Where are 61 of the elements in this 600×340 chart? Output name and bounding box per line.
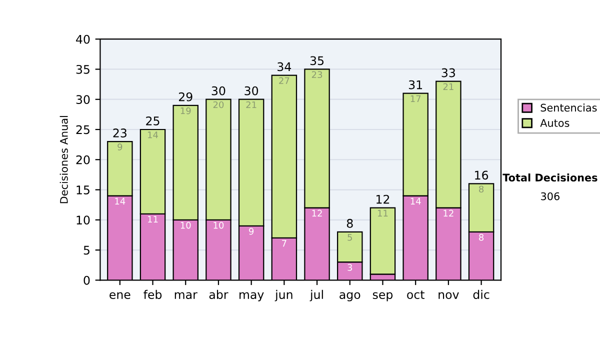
total-label: 34: [278, 62, 292, 72]
data-label: 9: [249, 228, 254, 235]
total-label: 30: [244, 86, 258, 96]
total-label: 33: [442, 68, 455, 78]
data-label: 8: [479, 186, 484, 193]
x-tick-label: ago: [340, 292, 360, 302]
total-label: 30: [212, 86, 226, 96]
x-tick-label: jun: [274, 290, 292, 302]
data-label: 9: [118, 144, 122, 150]
data-label: 10: [180, 222, 191, 229]
data-label: 14: [410, 198, 421, 204]
y-tick-label: 35: [76, 64, 90, 74]
data-label: 14: [148, 132, 158, 138]
total-label: 29: [178, 92, 192, 102]
data-label: 10: [214, 222, 224, 229]
x-tick-label: dic: [473, 290, 490, 300]
data-label: 7: [282, 240, 286, 247]
text: Total Decisiones: [502, 173, 598, 182]
data-label: 3: [348, 264, 352, 271]
y-tick-label: 20: [76, 155, 90, 164]
total-label: 16: [475, 170, 488, 180]
data-label: 21: [246, 101, 256, 108]
data-label: 5: [348, 234, 352, 241]
total-label: 8: [346, 218, 353, 228]
y-tick-label: 25: [76, 125, 90, 134]
y-tick-label: 10: [76, 216, 90, 225]
x-tick-label: may: [240, 292, 264, 302]
total-label: 31: [408, 80, 422, 90]
total-label: 23: [113, 128, 126, 138]
data-label: 27: [279, 77, 290, 84]
data-label: 8: [479, 234, 484, 241]
data-label: 12: [312, 210, 322, 217]
data-label: 19: [180, 107, 191, 114]
y-tick-label: 0: [84, 276, 90, 285]
data-label: 17: [410, 95, 421, 102]
x-tick-label: feb: [144, 290, 162, 300]
data-label: 23: [312, 71, 322, 78]
data-label: 11: [378, 210, 388, 217]
data-label: 20: [213, 101, 224, 108]
data-label: 14: [115, 198, 126, 204]
x-tick-label: ene: [110, 292, 130, 300]
total-label: 12: [376, 194, 390, 204]
y-axis-title: Decisiones Anual: [60, 116, 68, 204]
total-label: 25: [146, 116, 160, 126]
legend-label: Autos: [540, 119, 570, 127]
x-tick-label: sep: [372, 292, 393, 302]
x-tick-label: nov: [438, 292, 459, 300]
data-label: 12: [444, 210, 454, 217]
text: 306: [541, 192, 560, 200]
y-tick-label: 40: [76, 34, 90, 44]
y-tick-label: 5: [84, 246, 90, 255]
total-label: 35: [310, 56, 324, 66]
y-tick-label: 15: [76, 186, 90, 194]
legend-label: Sentencias: [540, 104, 597, 112]
data-label: 21: [443, 83, 454, 90]
x-tick-label: abr: [209, 290, 228, 300]
data-label: 11: [148, 216, 158, 223]
y-tick-label: 30: [76, 95, 90, 104]
x-tick-label: jul: [310, 290, 323, 302]
x-tick-label: mar: [174, 292, 198, 300]
x-tick-label: oct: [407, 290, 424, 300]
